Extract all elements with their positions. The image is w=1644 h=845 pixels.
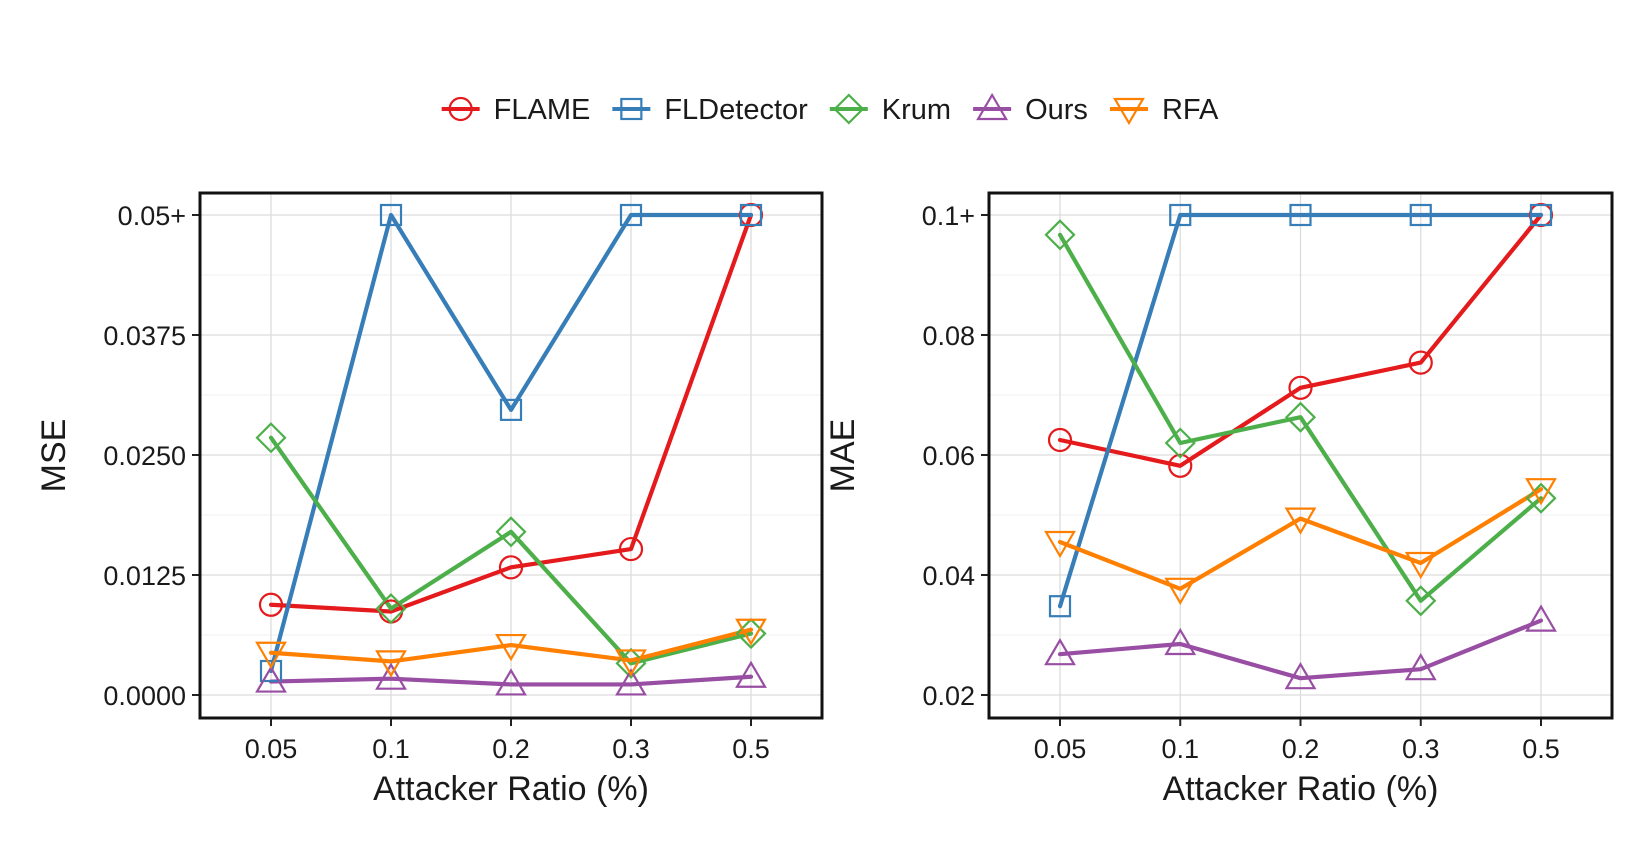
- mae-xtick-label: 0.05: [1034, 734, 1087, 764]
- mse-flame-point: [618, 536, 644, 562]
- mae-krum-point: [1284, 401, 1317, 433]
- legend-marker-ours: [976, 92, 1009, 121]
- mae-krum-point: [1164, 427, 1196, 459]
- mae-fldetector-point: [1409, 203, 1432, 227]
- legend-label-flame: FLAME: [494, 94, 591, 126]
- mae-ytick-label: 0.02: [922, 681, 975, 711]
- mse-krum-point: [495, 516, 527, 548]
- mae-panel: 0.02 0.04 0.06 0.08 0.1+ 0.05 0.1 0.2 0.3 0.5 Atta…: [824, 191, 1614, 808]
- mae-plot-border: [987, 191, 1614, 720]
- mse-rfa-point: [735, 618, 767, 646]
- mae-xtick-label: 0.1: [1161, 734, 1199, 764]
- mse-xtick-label: 0.2: [492, 734, 530, 764]
- mse-rfa-point: [615, 649, 647, 677]
- mae-series-rfa-line: [1057, 487, 1544, 591]
- mse-fldetector-point: [379, 203, 403, 227]
- mse-ytick-label: 0.0375: [103, 321, 186, 351]
- mse-ours-point: [615, 668, 647, 696]
- mse-y-axis-title: MSE: [35, 419, 73, 493]
- mae-ours-point: [1044, 638, 1076, 666]
- mse-rfa-point: [495, 633, 527, 662]
- mae-x-axis-title: Attacker Ratio (%): [1163, 770, 1439, 808]
- mse-ytick-label: 0.05+: [118, 201, 186, 231]
- mse-rfa-point: [255, 641, 287, 669]
- mse-fldetector-point: [619, 203, 643, 227]
- mae-rfa-point: [1164, 577, 1197, 605]
- mae-ours-point: [1525, 604, 1557, 632]
- mae-fldetector-point: [1169, 203, 1192, 227]
- mae-flame-point: [1288, 375, 1313, 400]
- mae-flame-point: [1047, 427, 1073, 453]
- mae-krum-point: [1525, 482, 1557, 514]
- legend-marker-rfa: [1113, 97, 1145, 126]
- mae-series-flame-line: [1057, 212, 1544, 468]
- mse-series-fldetector-line: [268, 212, 754, 674]
- mae-fldetector-point: [1289, 203, 1312, 227]
- mse-rfa-point: [375, 650, 407, 678]
- mse-ytick-label: 0.0125: [103, 561, 186, 591]
- mae-rfa-point: [1404, 551, 1437, 580]
- mae-xtick-label: 0.3: [1402, 734, 1440, 764]
- mae-series-krum-line: [1057, 232, 1544, 603]
- mse-xtick-label: 0.05: [245, 734, 298, 764]
- mae-ours-point: [1164, 627, 1197, 656]
- mae-ytick-label: 0.08: [922, 321, 975, 351]
- mse-krum-point: [375, 593, 407, 625]
- mse-flame-point: [258, 592, 284, 617]
- mse-krum-point: [255, 422, 287, 454]
- mae-xtick-label: 0.5: [1522, 734, 1560, 764]
- mae-flame-point: [1408, 350, 1433, 375]
- mse-x-axis-title: Attacker Ratio (%): [373, 770, 649, 808]
- mse-fldetector-point: [739, 203, 763, 227]
- mse-series-ours-line: [268, 674, 754, 687]
- mse-ours-point: [255, 665, 287, 693]
- mse-flame-point: [498, 555, 524, 580]
- mse-series-flame-line: [268, 212, 754, 614]
- mse-ours-point: [495, 668, 527, 696]
- mae-fldetector-point: [1048, 595, 1072, 618]
- mae-ours-point: [1404, 653, 1437, 681]
- mse-series-krum-line: [268, 435, 754, 666]
- mae-krum-point: [1405, 585, 1437, 617]
- mse-xtick-label: 0.5: [732, 734, 770, 764]
- mae-ytick-label: 0.1+: [922, 201, 975, 231]
- mae-series-ours-line: [1057, 618, 1544, 681]
- mae-fldetector-point: [1529, 203, 1553, 227]
- mae-ours-point: [1284, 662, 1317, 690]
- mae-krum-point: [1044, 219, 1076, 251]
- mse-fldetector-point: [259, 659, 283, 683]
- mae-y-axis-title: MAE: [824, 419, 862, 493]
- legend-marker-krum: [833, 93, 865, 125]
- mse-ytick-label: 0.0000: [103, 681, 186, 711]
- mse-panel: 0.0000 0.0125 0.0250 0.0375 0.05+ 0.05 0.1 0.2 0…: [35, 191, 824, 808]
- mse-xtick-label: 0.1: [372, 734, 410, 764]
- legend-marker-flame: [448, 96, 473, 122]
- mse-ytick-label: 0.0250: [103, 441, 186, 471]
- legend-label-fldetector: FLDetector: [664, 94, 808, 126]
- mse-fldetector-point: [499, 398, 523, 421]
- mae-flame-point: [1168, 453, 1193, 478]
- mse-plot-border: [198, 191, 824, 720]
- mae-xtick-label: 0.2: [1282, 734, 1320, 764]
- legend: FLAME FLDetector Krum Ours RFA: [441, 92, 1219, 126]
- mae-series-fldetector-line: [1057, 212, 1544, 609]
- mse-ours-point: [375, 662, 407, 690]
- mse-ours-point: [735, 660, 767, 688]
- mae-rfa-point: [1525, 478, 1557, 506]
- legend-label-ours: Ours: [1025, 94, 1088, 126]
- mse-xtick-label: 0.3: [612, 734, 650, 764]
- mae-rfa-point: [1044, 530, 1076, 559]
- legend-label-krum: Krum: [882, 94, 951, 126]
- legend-label-rfa: RFA: [1162, 94, 1219, 126]
- mae-ytick-label: 0.04: [922, 561, 975, 591]
- mae-ytick-label: 0.06: [922, 441, 975, 471]
- mse-series-rfa-line: [268, 627, 754, 664]
- legend-marker-fldetector: [620, 97, 643, 121]
- mae-rfa-point: [1284, 507, 1317, 535]
